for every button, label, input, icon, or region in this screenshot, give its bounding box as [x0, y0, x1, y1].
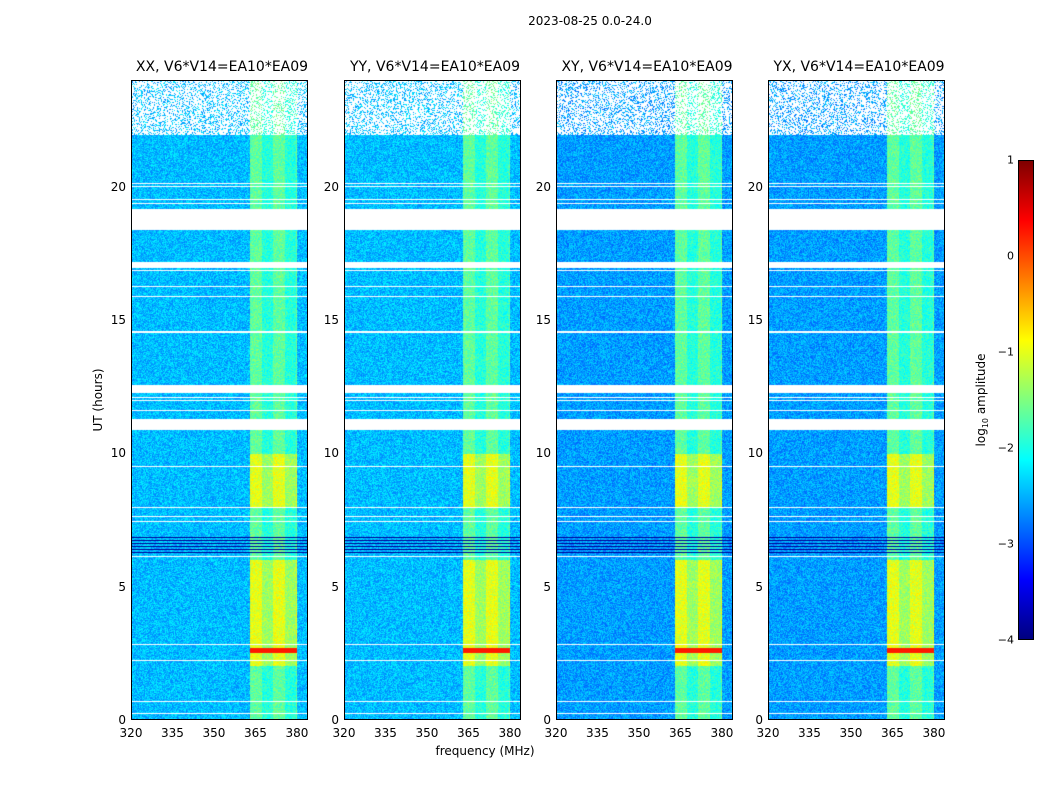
x-tick-label: 365	[669, 726, 692, 740]
x-tick-label: 320	[544, 726, 568, 740]
figure-title: 2023-08-25 0.0-24.0	[528, 14, 652, 28]
x-tick-label: 320	[332, 726, 356, 740]
panel-title: XY, V6*V14=EA10*EA09	[561, 59, 733, 75]
colorbar-tick-label: −4	[997, 633, 1014, 647]
x-tick-label: 365	[457, 726, 480, 740]
x-tick-label: 365	[244, 726, 267, 740]
x-tick-label: 350	[839, 726, 863, 740]
colorbar-tick-label: −2	[997, 441, 1014, 455]
waterfall-panel-yx: YX, V6*V14=EA10*EA09	[768, 59, 945, 720]
y-tick-label: 15	[110, 313, 126, 327]
panel-title: XX, V6*V14=EA10*EA09	[135, 59, 309, 75]
waterfall-panel-xx: XX, V6*V14=EA10*EA09	[131, 59, 308, 720]
colorbar-tick-label: −3	[997, 537, 1014, 551]
x-tick-label: 335	[161, 726, 184, 740]
y-tick-label: 0	[331, 713, 339, 727]
y-tick-label: 0	[543, 713, 551, 727]
waterfall-heatmap	[769, 81, 944, 719]
x-tick-label: 380	[710, 726, 734, 740]
y-tick-label: 5	[543, 579, 551, 594]
colorbar-tick-label: 1	[1007, 153, 1014, 167]
y-tick-label: 10	[110, 446, 126, 461]
waterfall-panel-yy: YY, V6*V14=EA10*EA09	[344, 59, 521, 720]
y-tick-label: 15	[323, 313, 339, 327]
y-tick-label: 15	[535, 313, 551, 327]
x-axis-label: frequency (MHz)	[435, 744, 535, 758]
x-tick-label: 335	[586, 726, 609, 740]
x-tick-label: 350	[627, 726, 651, 740]
colorbar	[1018, 160, 1034, 640]
x-tick-label: 335	[374, 726, 397, 740]
y-axis-label: UT (hours)	[91, 368, 105, 432]
x-tick-label: 380	[498, 726, 522, 740]
y-tick-label: 5	[118, 579, 126, 594]
x-tick-label: 380	[922, 726, 946, 740]
waterfall-heatmap	[557, 81, 732, 719]
x-tick-label: 380	[285, 726, 309, 740]
y-tick-label: 0	[755, 713, 763, 727]
y-tick-label: 5	[331, 579, 339, 594]
x-tick-label: 320	[756, 726, 780, 740]
x-tick-label: 320	[119, 726, 143, 740]
panel-title: YY, V6*V14=EA10*EA09	[349, 59, 521, 75]
y-tick-label: 10	[747, 446, 763, 461]
x-tick-label: 350	[202, 726, 226, 740]
colorbar-label: log10 amplitude	[973, 353, 991, 447]
y-tick-label: 0	[118, 713, 126, 727]
y-tick-label: 10	[535, 446, 551, 461]
colorbar-tick-label: −1	[997, 345, 1014, 359]
x-tick-label: 365	[881, 726, 904, 740]
panel-title: YX, V6*V14=EA10*EA09	[773, 59, 945, 75]
waterfall-heatmap	[132, 81, 307, 719]
y-tick-label: 20	[323, 179, 339, 194]
y-tick-label: 20	[110, 179, 126, 194]
y-tick-label: 10	[323, 446, 339, 461]
y-tick-label: 5	[755, 579, 763, 594]
colorbar-tick-label: 0	[1007, 249, 1014, 263]
x-tick-label: 335	[798, 726, 821, 740]
y-tick-label: 20	[747, 179, 763, 194]
x-tick-label: 350	[415, 726, 439, 740]
y-tick-label: 15	[747, 313, 763, 327]
waterfall-heatmap	[345, 81, 520, 719]
waterfall-panel-xy: XY, V6*V14=EA10*EA09	[556, 59, 733, 720]
y-tick-label: 20	[535, 179, 551, 194]
